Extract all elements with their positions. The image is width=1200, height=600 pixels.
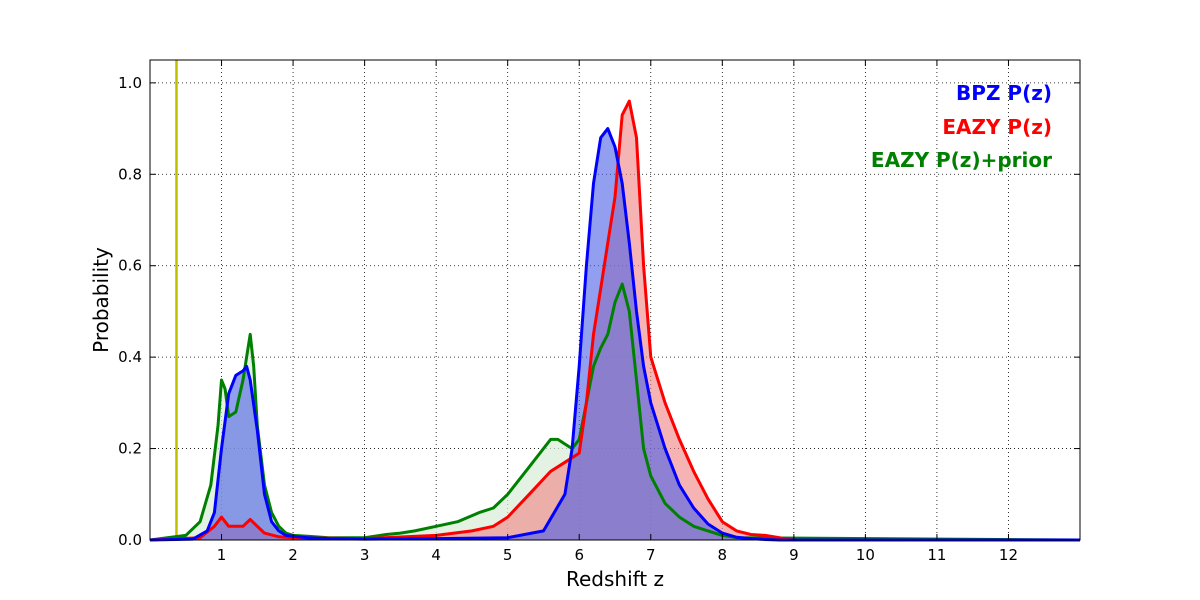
series-lines — [149, 99, 1081, 542]
series-line-2 — [149, 282, 1081, 542]
axis-ticks: 1 2 3 4 5 6 7 8 9 10 11 120.00.20.40.60.81.0 — [118, 60, 1080, 564]
legend-entry-eazy: EAZY P(z) — [942, 115, 1052, 139]
x-tick-label: 3 — [360, 546, 370, 564]
legend: BPZ P(z) EAZY P(z) EAZY P(z)+prior — [871, 81, 1052, 172]
legend-entry-bpz: BPZ P(z) — [956, 81, 1052, 105]
x-tick-label: 7 — [646, 546, 656, 564]
y-tick-label: 0.0 — [118, 531, 142, 549]
x-tick-label: 5 — [503, 546, 513, 564]
x-tick-label: 10 — [856, 546, 875, 564]
y-axis-label: Probability — [89, 247, 113, 353]
x-tick-label: 11 — [927, 546, 946, 564]
x-tick-label: 6 — [574, 546, 584, 564]
legend-entry-eazy-prior: EAZY P(z)+prior — [871, 148, 1052, 172]
x-tick-label: 9 — [789, 546, 799, 564]
series-line-1 — [149, 99, 1080, 542]
series-fill-0 — [150, 128, 1080, 540]
x-tick-label: 1 — [217, 546, 227, 564]
series-line-0 — [149, 127, 1080, 542]
x-tick-label: 4 — [431, 546, 441, 564]
y-tick-label: 0.8 — [118, 165, 142, 183]
series-fills — [150, 101, 1080, 540]
plot-frame — [149, 59, 1081, 541]
x-axis-label: Redshift z — [566, 567, 664, 591]
x-tick-label: 12 — [999, 546, 1018, 564]
x-tick-label: 8 — [718, 546, 728, 564]
y-tick-label: 1.0 — [118, 74, 142, 92]
y-tick-label: 0.2 — [118, 440, 142, 458]
x-tick-label: 2 — [288, 546, 298, 564]
y-tick-label: 0.4 — [118, 348, 142, 366]
y-tick-label: 0.6 — [118, 257, 142, 275]
